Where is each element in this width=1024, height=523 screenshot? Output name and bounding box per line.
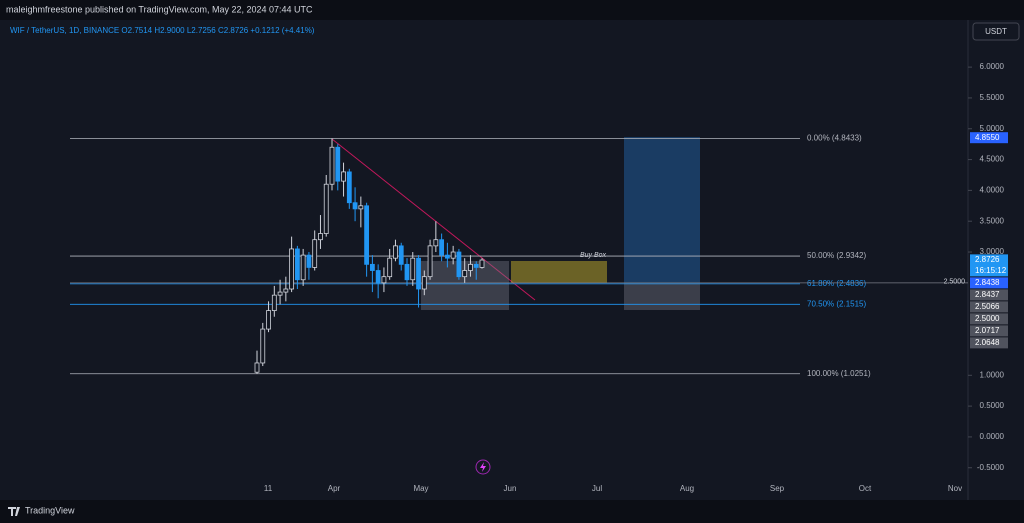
candle-body	[254, 362, 260, 373]
y-tick-label: -0.5000	[977, 463, 1005, 472]
candle-body	[335, 146, 341, 182]
price-tag-label: 2.5066	[975, 302, 1000, 311]
y-tick-label: 0.0000	[980, 432, 1005, 441]
x-tick-label: Nov	[948, 484, 962, 493]
price-tag-label: 2.8437	[975, 290, 1000, 299]
candle-body	[294, 248, 300, 281]
event-bolt	[480, 462, 486, 472]
candle-body	[346, 171, 352, 204]
price-tag-label: 2.0717	[975, 326, 1000, 335]
price-tag-label: 4.8550	[975, 133, 1000, 142]
x-tick-label: 11	[264, 484, 273, 493]
price-tag-label: 2.0648	[975, 338, 1000, 347]
candle-body	[277, 291, 283, 296]
candle-body	[462, 270, 468, 278]
price-tag-label: 2.8726	[975, 255, 1000, 264]
y-tick-label: 5.5000	[980, 93, 1005, 102]
y-tick-label: 1.0000	[980, 370, 1005, 379]
x-tick-label: Jun	[504, 484, 517, 493]
price-tag	[970, 313, 1008, 325]
candle-body	[479, 259, 485, 268]
brand: TradingView	[25, 505, 75, 515]
candle-body	[329, 146, 335, 185]
candle-body	[266, 310, 271, 330]
price-tag	[970, 277, 1008, 289]
candle-body	[404, 263, 410, 281]
x-tick-label: Oct	[859, 484, 872, 493]
price-tag	[970, 337, 1008, 349]
candle-body	[468, 263, 473, 271]
price-tag-label: 2.8438	[975, 278, 1000, 287]
currency: USDT	[985, 27, 1007, 36]
candle-body	[398, 245, 404, 265]
top-bar	[0, 0, 1024, 20]
fib-label: 100.00% (1.0251)	[807, 369, 871, 378]
y-tick-label: 0.5000	[980, 401, 1005, 410]
candle-body	[306, 254, 312, 268]
candle-body	[439, 239, 445, 256]
fib-label: 61.80% (2.4836)	[807, 279, 866, 288]
price-tag-label: 2.5000	[975, 314, 1000, 323]
buy-box	[511, 261, 607, 283]
x-tick-label: Aug	[680, 484, 694, 493]
fib-label: 0.00% (4.8433)	[807, 134, 862, 143]
candle-body	[364, 205, 370, 265]
currency-button[interactable]	[972, 22, 1020, 41]
event-icon[interactable]	[475, 459, 491, 475]
candle-body	[381, 276, 387, 284]
candle-body	[456, 251, 462, 278]
candle-body	[393, 245, 398, 259]
price-tag	[970, 132, 1008, 144]
candle-body	[358, 205, 364, 210]
candle-body	[352, 202, 358, 210]
candle-body	[271, 294, 277, 311]
symbol-info: WIF / TetherUS, 1D, BINANCE O2.7514 H2.9…	[10, 26, 315, 35]
candle-body	[300, 254, 306, 281]
price-tag	[970, 325, 1008, 337]
publisher: maleighmfreestone published on TradingVi…	[6, 4, 313, 14]
y-tick-label: 3.0000	[980, 247, 1005, 256]
logo	[8, 507, 20, 516]
candle-body	[283, 288, 289, 293]
candle-body	[450, 251, 456, 259]
y-tick-label: 4.5000	[980, 155, 1005, 164]
y-tick-label: 5.0000	[980, 124, 1005, 133]
candle-body	[289, 248, 295, 290]
price-tag	[970, 254, 1008, 277]
candle-body	[341, 171, 346, 182]
candle-body	[410, 257, 416, 281]
x-tick-label: Jul	[592, 484, 602, 493]
price-tag-timer: 16:15:12	[975, 266, 1007, 275]
y-tick-label: 4.0000	[980, 185, 1005, 194]
fib-label: 50.00% (2.9342)	[807, 251, 866, 260]
candle-body	[375, 270, 381, 284]
buy-box-label: Buy Box	[580, 252, 607, 259]
candle-body	[260, 328, 266, 364]
candle-body	[312, 239, 318, 268]
bottom-bar	[0, 500, 1024, 523]
candle-body	[318, 233, 323, 241]
candle-body	[387, 257, 393, 278]
stop-zone	[624, 283, 700, 310]
fib-label: 70.50% (2.1515)	[807, 299, 866, 308]
candle-body	[433, 239, 439, 247]
candle-body	[421, 276, 427, 290]
y-tick-label: 3.5000	[980, 216, 1005, 225]
target-zone	[624, 137, 700, 283]
y-tick-label: 6.0000	[980, 62, 1005, 71]
x-tick-label: May	[413, 484, 428, 493]
price-tag	[970, 289, 1008, 301]
x-tick-label: Sep	[770, 484, 785, 493]
candle-body	[427, 245, 433, 278]
candle-body	[369, 263, 375, 271]
candle-body	[444, 254, 450, 259]
candle-body	[323, 183, 329, 234]
hline-label: 2.5000	[944, 279, 966, 286]
candle-body	[473, 263, 479, 268]
x-tick-label: Apr	[328, 484, 341, 493]
candle-body	[416, 257, 421, 290]
trend-line	[331, 138, 536, 301]
price-tag	[970, 301, 1008, 313]
